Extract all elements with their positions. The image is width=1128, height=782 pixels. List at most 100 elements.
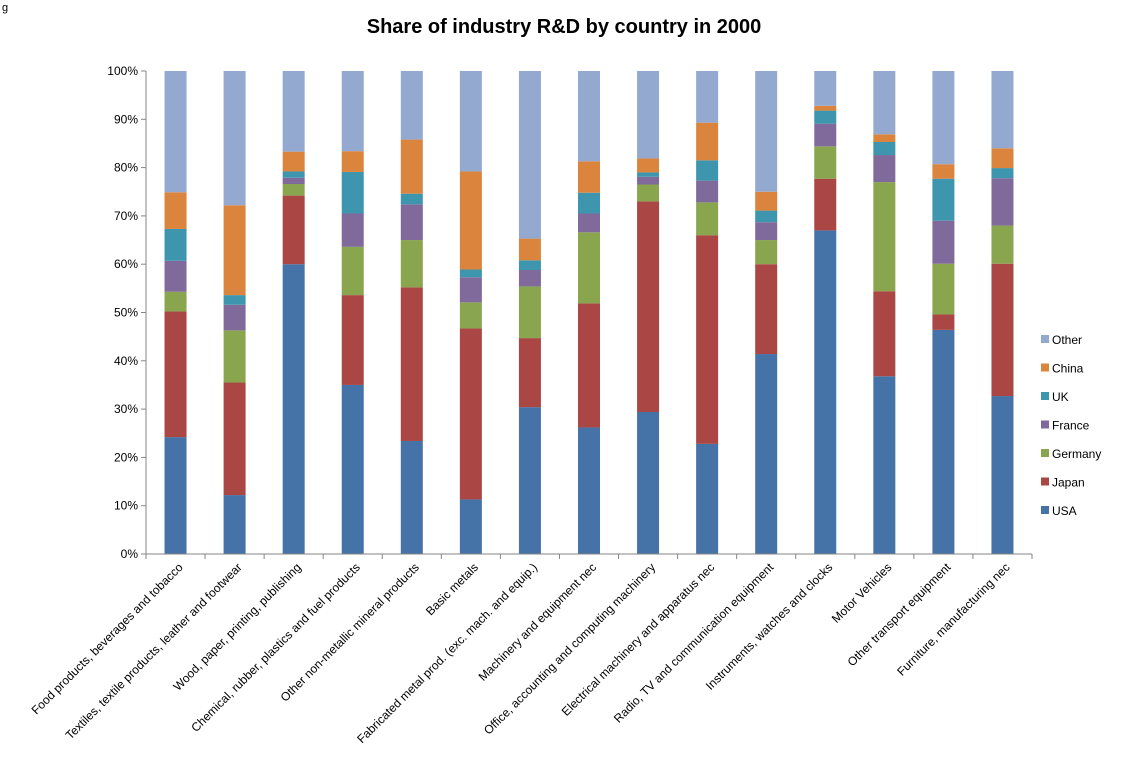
y-tick-label: 60% [114, 257, 138, 271]
bar-segment-germany [932, 263, 955, 315]
legend-swatch-germany [1041, 449, 1049, 457]
x-tick-label: Other transport equipment [845, 560, 954, 669]
bar-segment-germany [518, 286, 541, 339]
bar-segment-other [400, 71, 423, 140]
bar-segment-japan [578, 303, 600, 428]
bar-segment-china [637, 158, 660, 173]
bar-segment-usa [223, 495, 246, 554]
y-tick-label: 80% [114, 161, 138, 175]
bar-segment-japan [282, 195, 305, 265]
bar-segment-germany [223, 330, 246, 383]
bar-segment-france [518, 269, 541, 287]
legend-swatch-usa [1041, 506, 1049, 514]
x-axis: Food products, beverages and tobaccoText… [29, 553, 1033, 746]
bar-segment-uk [459, 269, 482, 278]
legend-label-china: China [1052, 362, 1084, 376]
bar-segment-usa [932, 329, 955, 554]
legend-swatch-japan [1041, 477, 1049, 486]
legend-label-japan: Japan [1052, 476, 1085, 490]
bar-segment-japan [814, 178, 837, 231]
bar-segment-france [341, 213, 364, 247]
bar-segment-france [282, 177, 305, 185]
x-tick-label: Wood, paper, printing, publishing [170, 560, 303, 693]
bar-segment-uk [518, 260, 541, 270]
bar-segment-uk [873, 142, 896, 156]
bar-segment-germany [814, 146, 837, 179]
bar-segment-china [518, 238, 541, 261]
bar-segment-uk [341, 171, 364, 214]
bar-segment-china [696, 122, 719, 161]
bar-segment-other [578, 71, 600, 162]
bar-segment-uk [991, 168, 1014, 179]
bar-segment-uk [282, 171, 305, 178]
bar-segment-other [814, 71, 837, 106]
chart-title: Share of industry R&D by country in 2000 [366, 16, 762, 38]
bar-segment-germany [578, 232, 600, 304]
bar-segment-china [873, 134, 896, 143]
bar-segment-uk [932, 178, 955, 221]
x-tick-label: Furniture, manufacturing nec [894, 560, 1012, 678]
bar-segment-usa [518, 407, 541, 554]
x-tick-label: Instruments, watches and clocks [703, 560, 836, 693]
bar-segment-france [223, 304, 246, 331]
bar-segment-other [873, 71, 896, 135]
bar-segment-france [755, 222, 778, 241]
bar-segment-japan [637, 201, 660, 412]
bar-segment-japan [341, 295, 364, 385]
bar-segment-uk [400, 193, 423, 205]
bar-segment-germany [696, 202, 719, 236]
bar-segment-china [282, 151, 305, 172]
y-tick-label: 0% [121, 547, 139, 561]
bar-segment-china [578, 161, 600, 193]
bar-segment-other [164, 71, 187, 193]
x-tick-label: Machinery and equipment nec [476, 560, 600, 684]
bar-segment-china [164, 192, 187, 229]
bar-segment-france [164, 260, 187, 292]
bar-segment-usa [578, 427, 600, 554]
legend-label-uk: UK [1052, 390, 1069, 404]
y-tick-label: 90% [114, 112, 138, 126]
y-tick-label: 70% [114, 209, 138, 223]
bar-segment-usa [814, 230, 837, 554]
bar-segment-uk [164, 228, 187, 261]
bar-segment-japan [873, 291, 896, 377]
bar-segment-other [223, 71, 246, 206]
y-tick-label: 20% [114, 450, 138, 464]
bar-segment-other [637, 71, 660, 159]
bar-segment-china [341, 151, 364, 172]
bar-segment-usa [400, 440, 423, 554]
bar-segment-uk [755, 210, 778, 223]
bar-segment-france [991, 178, 1014, 226]
bar-segment-other [696, 71, 719, 123]
bar-segment-other [459, 71, 482, 172]
bar-segment-uk [814, 110, 837, 124]
bar-segment-japan [696, 235, 719, 444]
bar-segment-japan [459, 328, 482, 500]
bar-segment-france [400, 204, 423, 241]
bar-segment-japan [164, 311, 187, 438]
bar-segment-france [932, 220, 955, 264]
bar-segment-uk [696, 160, 719, 181]
bar-segment-france [873, 155, 896, 183]
y-tick-label: 10% [114, 499, 138, 513]
bar-segment-china [814, 105, 837, 111]
bar-segment-usa [164, 437, 187, 554]
bar-segment-other [282, 71, 305, 152]
bar-segment-japan [755, 264, 778, 355]
bar-segment-uk [223, 295, 246, 305]
legend-label-other: Other [1052, 333, 1082, 347]
bar-segment-germany [991, 225, 1014, 264]
bar-segment-other [991, 71, 1014, 149]
bar-segment-usa [637, 411, 660, 554]
y-tick-label: 40% [114, 354, 138, 368]
bar-segment-france [459, 277, 482, 303]
bar-segment-germany [873, 182, 896, 292]
bar-segment-china [932, 164, 955, 179]
y-tick-label: 30% [114, 402, 138, 416]
bar-segment-usa [991, 396, 1014, 554]
bar-segment-germany [459, 302, 482, 329]
bar-segment-china [223, 205, 246, 296]
bar-segment-china [400, 139, 423, 194]
bar-segment-china [755, 191, 778, 211]
bar-segment-germany [164, 291, 187, 312]
